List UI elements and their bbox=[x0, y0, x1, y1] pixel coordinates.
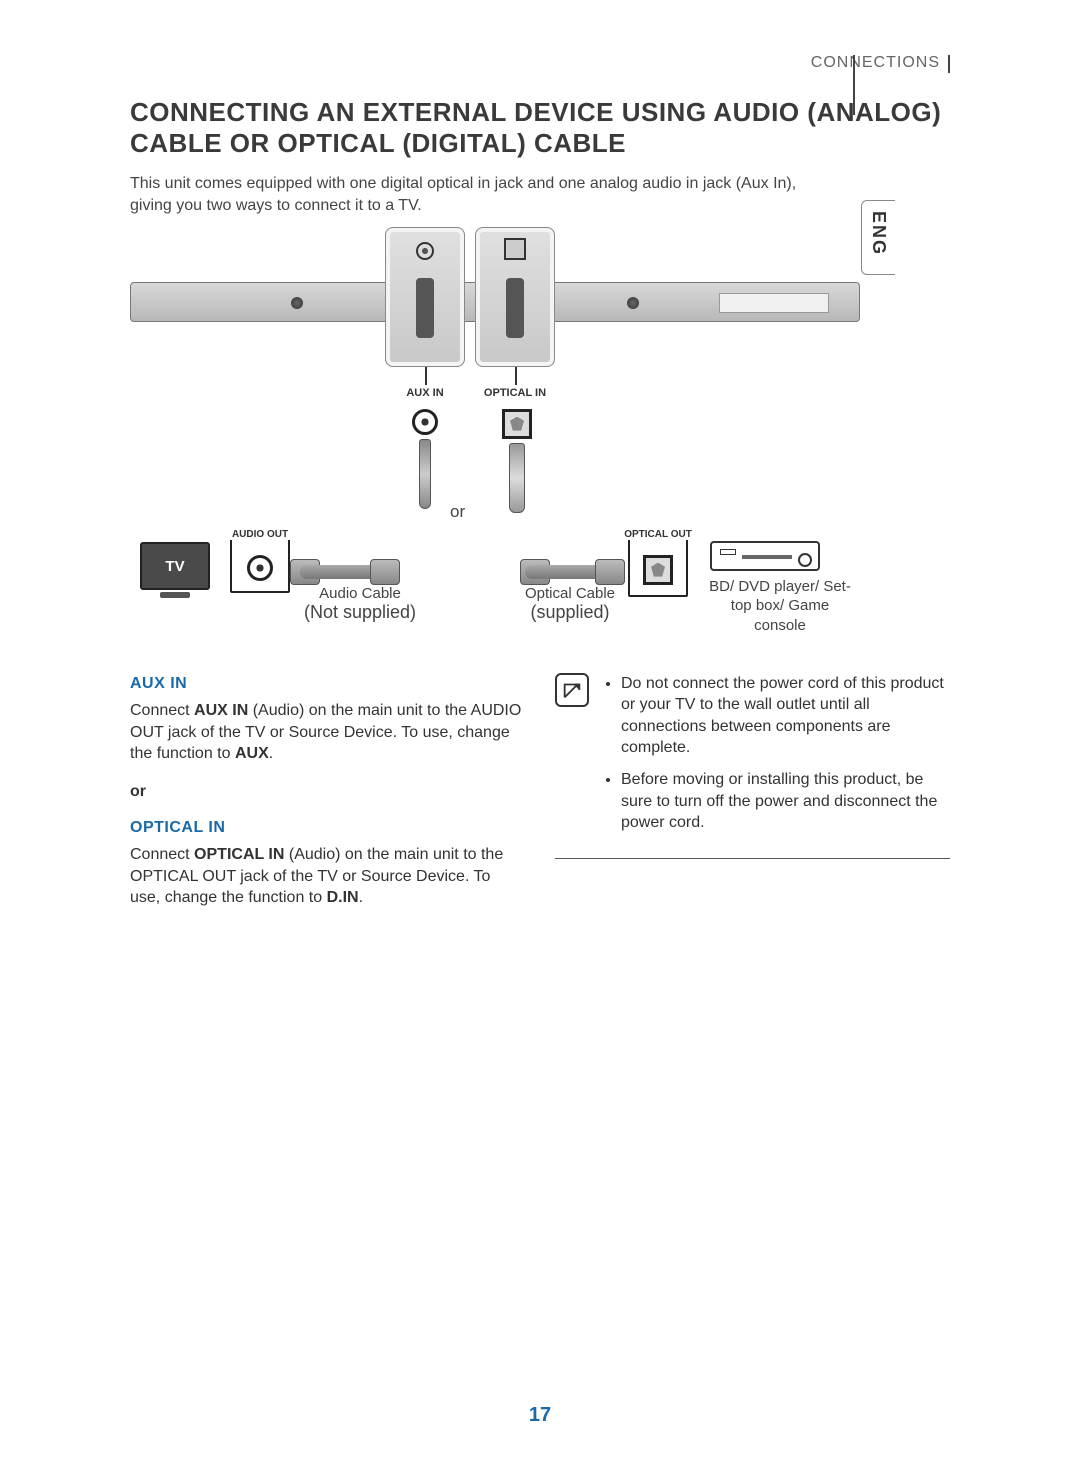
audio-out-label: AUDIO OUT bbox=[228, 529, 292, 540]
instruction-columns: AUX IN Connect AUX IN (Audio) on the mai… bbox=[130, 673, 950, 917]
left-column: AUX IN Connect AUX IN (Audio) on the mai… bbox=[130, 673, 525, 917]
connector-line bbox=[515, 367, 517, 385]
aux-plug-group bbox=[410, 409, 440, 509]
optical-port-block bbox=[475, 227, 555, 367]
optical-out-label: OPTICAL OUT bbox=[620, 529, 696, 540]
audio-cable-name: Audio Cable bbox=[319, 585, 401, 602]
optical-jack-icon bbox=[504, 238, 526, 260]
aux-jack-icon bbox=[416, 242, 434, 260]
port-slot bbox=[416, 278, 434, 338]
source-device-label: BD/ DVD player/ Set-top box/ Game consol… bbox=[705, 577, 855, 636]
optical-jack-square-icon bbox=[502, 409, 532, 439]
page-number: 17 bbox=[0, 1404, 1080, 1427]
optical-plug-icon bbox=[509, 443, 525, 513]
source-device-illustration bbox=[710, 541, 820, 571]
optical-cable-plug-icon bbox=[595, 559, 625, 585]
aux-plug-icon bbox=[419, 439, 431, 509]
aux-in-label: AUX IN bbox=[380, 387, 470, 399]
audio-cable-label: Audio Cable (Not supplied) bbox=[290, 585, 430, 623]
optical-cable-supplied: (supplied) bbox=[500, 602, 640, 623]
header-rule bbox=[853, 55, 855, 115]
audio-out-jack-icon bbox=[247, 555, 273, 581]
or-separator: or bbox=[130, 781, 525, 803]
optical-in-text: Connect OPTICAL IN (Audio) on the main u… bbox=[130, 844, 525, 909]
caution-icon bbox=[555, 673, 589, 707]
caution-item: Before moving or installing this product… bbox=[621, 769, 950, 834]
language-tab: ENG bbox=[861, 200, 895, 275]
optical-out-box: OPTICAL OUT bbox=[628, 535, 688, 597]
aux-in-heading: AUX IN bbox=[130, 673, 525, 695]
optical-out-jack-icon bbox=[643, 555, 673, 585]
audio-out-box: AUDIO OUT bbox=[230, 535, 290, 593]
intro-text: This unit comes equipped with one digita… bbox=[130, 173, 830, 216]
audio-cable-plug-icon bbox=[370, 559, 400, 585]
section-label: CONNECTIONS bbox=[130, 55, 950, 73]
aux-in-text: Connect AUX IN (Audio) on the main unit … bbox=[130, 700, 525, 765]
audio-cable-supplied: (Not supplied) bbox=[290, 602, 430, 623]
optical-in-heading: OPTICAL IN bbox=[130, 817, 525, 839]
tv-screen-icon: TV bbox=[140, 542, 210, 590]
optical-cable-name: Optical Cable bbox=[525, 585, 615, 602]
tv-label: TV bbox=[142, 558, 208, 575]
caution-note-block: Do not connect the power cord of this pr… bbox=[555, 673, 950, 859]
aux-port-block bbox=[385, 227, 465, 367]
aux-jack-circle-icon bbox=[412, 409, 438, 435]
connector-line bbox=[425, 367, 427, 385]
optical-plug-group bbox=[502, 409, 532, 513]
caution-item: Do not connect the power cord of this pr… bbox=[621, 673, 950, 759]
tv-illustration: TV bbox=[140, 542, 210, 598]
port-slot bbox=[506, 278, 524, 338]
connection-diagram: AUX IN OPTICAL IN or TV AUDIO OUT Audio … bbox=[130, 227, 860, 627]
or-label: or bbox=[450, 502, 465, 522]
page-title: CONNECTING AN EXTERNAL DEVICE USING AUDI… bbox=[130, 97, 950, 159]
optical-in-label: OPTICAL IN bbox=[470, 387, 560, 399]
right-column: Do not connect the power cord of this pr… bbox=[555, 673, 950, 917]
device-slot-icon bbox=[742, 555, 792, 559]
caution-list: Do not connect the power cord of this pr… bbox=[603, 673, 950, 844]
tv-stand-icon bbox=[160, 592, 190, 598]
soundbar-display bbox=[719, 293, 829, 313]
optical-cable-label: Optical Cable (supplied) bbox=[500, 585, 640, 623]
